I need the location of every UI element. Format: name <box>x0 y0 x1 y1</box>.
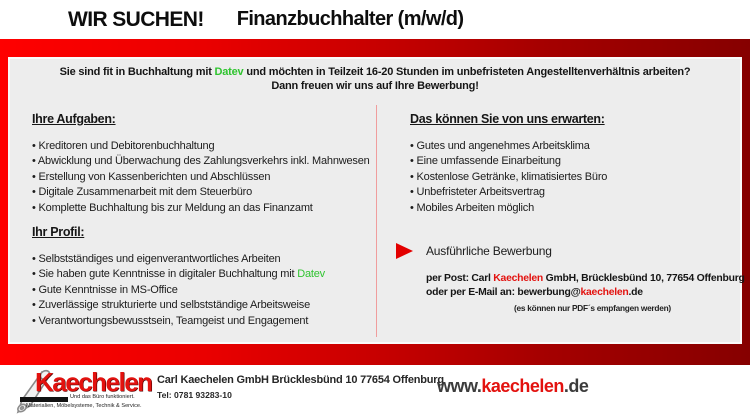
expect-list: Gutes und angenehmes Arbeitsklima Eine u… <box>410 139 748 216</box>
contact-email-pre: oder per E-Mail an: <box>426 287 518 299</box>
intro-text: Sie sind fit in Buchhaltung mit Datev un… <box>10 66 740 93</box>
email-domain: kaechelen <box>580 287 629 299</box>
contact-company-highlight: Kaechelen <box>493 273 544 285</box>
profile-item: Selbstständiges und eigenverantwortliche… <box>32 252 372 267</box>
profile-list: Selbstständiges und eigenverantwortliche… <box>32 252 372 329</box>
left-column: Ihre Aufgaben: Kreditoren und Debitorenb… <box>32 112 372 329</box>
task-item: Digitale Zusammenarbeit mit dem Steuerbü… <box>32 185 372 200</box>
website-tld: .de <box>563 376 589 396</box>
column-divider <box>376 105 377 337</box>
contact-block: per Post: Carl Kaechelen GmbH, Brücklesb… <box>426 272 748 315</box>
logo-brand-text: Kaechelen <box>35 367 153 397</box>
expect-item: Unbefristeter Arbeitsvertrag <box>410 185 748 200</box>
task-item: Kreditoren und Debitorenbuchhaltung <box>32 139 372 154</box>
profile-heading: Ihr Profil: <box>32 225 85 240</box>
logo-subtagline: Materialien, Möbelsysteme, Technik & Ser… <box>26 403 142 409</box>
job-title: Finanzbuchhalter (m/w/d) <box>236 8 464 30</box>
footer-address-block: Carl Kaechelen GmbH Brücklesbünd 10 7765… <box>157 374 444 400</box>
header-bar: WIR SUCHEN! Finanzbuchhalter (m/w/d) <box>0 0 750 39</box>
email-user: bewerbung@ <box>517 287 581 299</box>
apply-row: Ausführliche Bewerbung <box>396 243 748 260</box>
expect-item: Eine umfassende Einarbeitung <box>410 154 748 169</box>
task-item: Komplette Buchhaltung bis zur Meldung an… <box>32 201 372 216</box>
profile-item-text: Sie haben gute Kenntnisse in digitaler B… <box>38 268 298 281</box>
email-tld: .de <box>628 287 644 299</box>
tasks-list: Kreditoren und Debitorenbuchhaltung Abwi… <box>32 139 372 216</box>
company-logo: Kaechelen Und das Büro funktioniert. Mat… <box>14 366 164 419</box>
company-phone: Tel: 0781 93283-10 <box>157 390 232 400</box>
profile-item: Verantwortungsbewusstsein, Teamgeist und… <box>32 314 372 329</box>
contact-post-rest: GmbH, Brücklesbünd 10, 77654 Offenburg <box>543 273 745 285</box>
expect-item: Kostenlose Getränke, klimatisiertes Büro <box>410 170 748 185</box>
website-www: www. <box>437 376 482 396</box>
website-link[interactable]: www.kaechelen.de <box>437 376 589 397</box>
intro-line2: Dann freuen wir uns auf Ihre Bewerbung! <box>271 79 479 92</box>
profile-item: Gute Kenntnisse in MS-Office <box>32 283 372 298</box>
profile-item: Sie haben gute Kenntnisse in digitaler B… <box>32 267 372 282</box>
footer-bar: Kaechelen Und das Büro funktioniert. Mat… <box>0 365 750 420</box>
intro-pre: Sie sind fit in Buchhaltung mit <box>59 66 215 78</box>
right-column: Das können Sie von uns erwarten: Gutes u… <box>396 112 748 315</box>
email-address[interactable]: bewerbung@kaechelen.de <box>517 287 644 299</box>
apply-label: Ausführliche Bewerbung <box>426 244 552 259</box>
expect-heading: Das können Sie von uns erwarten: <box>410 112 605 126</box>
contact-post-line: per Post: Carl Kaechelen GmbH, Brücklesb… <box>426 272 748 286</box>
pencil-icon <box>16 369 51 414</box>
profile-datev-highlight: Datev <box>297 268 325 281</box>
website-domain: kaechelen <box>481 376 564 396</box>
logo-bar <box>20 397 68 402</box>
headline: WIR SUCHEN! <box>68 7 204 31</box>
company-address: Carl Kaechelen GmbH Brücklesbünd 10 7765… <box>157 374 444 386</box>
pdf-note: (es können nur PDF´s empfangen werden) <box>514 303 671 314</box>
contact-email-line: oder per E-Mail an: bewerbung@kaechelen.… <box>426 286 748 300</box>
red-arrow-icon <box>396 243 413 260</box>
intro-datev-highlight: Datev <box>214 66 244 78</box>
red-frame: Sie sind fit in Buchhaltung mit Datev un… <box>0 39 750 365</box>
expect-item: Gutes und angenehmes Arbeitsklima <box>410 139 748 154</box>
task-item: Erstellung von Kassenberichten und Absch… <box>32 170 372 185</box>
contact-post-pre: per Post: Carl <box>426 273 494 285</box>
task-item: Abwicklung und Überwachung des Zahlungsv… <box>32 154 372 169</box>
intro-post: und möchten in Teilzeit 16-20 Stunden im… <box>243 66 691 78</box>
content-card: Sie sind fit in Buchhaltung mit Datev un… <box>8 57 745 344</box>
profile-item: Zuverlässige strukturierte und selbststä… <box>32 298 372 313</box>
tasks-heading: Ihre Aufgaben: <box>32 112 116 126</box>
expect-item: Mobiles Arbeiten möglich <box>410 201 748 216</box>
logo-tagline: Und das Büro funktioniert. <box>70 394 135 400</box>
